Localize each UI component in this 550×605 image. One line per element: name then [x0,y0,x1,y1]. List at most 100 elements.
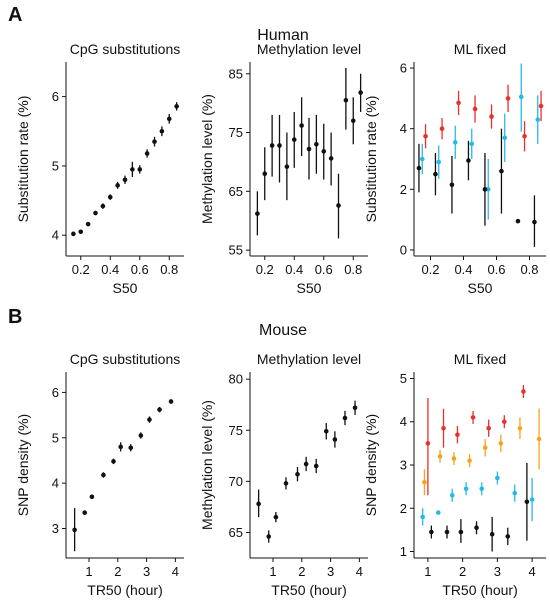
data-point-a3-s2 [499,168,504,174]
data-point-a2-s0 [255,211,260,216]
data-point-b3-s0 [502,419,507,425]
y-tick-label-b3: 3 [400,458,407,473]
x-tick-label-a3: 0.2 [421,262,439,277]
data-point-b2-s0 [332,437,338,442]
y-tick-label-b1: 5 [52,430,59,445]
data-point-b3-s3 [444,529,450,535]
data-point-b1-s0 [72,527,77,533]
data-point-a3-s1 [419,156,425,162]
data-point-b3-s3 [458,529,464,535]
data-point-b1-s0 [168,399,174,404]
data-point-b3-s3 [524,499,530,505]
data-point-b3-s2 [449,492,455,498]
data-point-a1-s0 [107,194,113,200]
data-point-b2-s0 [342,415,348,421]
data-point-a3-s0 [456,100,461,106]
data-point-b3-s2 [420,514,425,520]
data-point-a3-s2 [449,182,455,188]
x-tick-label-a2: 0.4 [285,262,303,277]
y-tick-label-b1: 3 [52,521,59,536]
y-tick-label-a1: 4 [52,228,59,243]
data-point-a3-s1 [436,159,442,165]
y-tick-label-b3: 4 [400,414,407,429]
y-axis-label-a1: Substitution rate (%) [15,96,31,223]
data-point-b3-s0 [441,425,446,431]
x-tick-label-b3: 3 [494,564,501,579]
data-point-a1-s0 [115,183,120,188]
data-point-a3-s2 [532,219,537,225]
data-point-b3-s0 [521,389,526,394]
data-point-a1-s0 [122,177,128,183]
data-point-b3-s3 [474,525,479,531]
y-tick-label-a2: 65 [229,184,243,199]
y-tick-label-a1: 6 [52,89,59,104]
y-tick-label-a3: 0 [400,242,407,257]
data-point-a2-s0 [358,90,363,95]
data-point-b3-s1 [482,445,488,450]
y-tick-label-b3: 5 [400,371,407,386]
data-point-b3-s1 [437,454,443,459]
data-point-b2-s0 [323,428,329,434]
data-point-b3-s1 [498,441,504,446]
data-point-b3-s1 [517,425,523,431]
data-point-b2-s0 [273,514,279,520]
data-point-a1-s0 [100,203,106,209]
y-tick-label-a1: 5 [52,158,59,173]
data-point-a2-s0 [262,171,268,176]
data-point-a3-s1 [452,140,458,145]
data-point-a1-s0 [137,167,143,172]
x-tick-label-a1: 0.6 [131,262,149,277]
y-tick-label-a3: 4 [400,121,407,136]
data-point-b3-s2 [495,475,500,481]
x-tick-label-a2: 0.2 [256,262,274,277]
data-point-a3-s0 [522,133,527,139]
y-axis-label-a3: Substitution rate (%) [363,96,379,223]
x-tick-label-b2: 4 [356,564,363,579]
data-point-a1-s0 [159,128,165,134]
x-tick-label-a3: 0.8 [520,262,538,277]
data-point-a2-s0 [291,137,297,142]
y-tick-label-a2: 75 [229,125,243,140]
data-point-b3-s0 [486,425,491,431]
data-point-b3-s1 [451,456,457,461]
plot-title-a2: Methylation level [257,41,361,57]
data-point-b1-s0 [147,417,152,422]
data-point-a3-s0 [439,126,445,131]
x-axis-label-b2: TR50 (hour) [271,582,346,598]
data-point-a1-s0 [78,229,84,235]
data-point-b1-s0 [118,444,123,450]
x-tick-label-a2: 0.8 [344,262,362,277]
data-point-a3-s0 [538,103,544,109]
x-axis-label-b1: TR50 (hour) [87,582,162,598]
x-tick-label-b1: 3 [143,564,150,579]
y-tick-label-a2: 55 [229,243,243,258]
y-tick-label-b2: 65 [229,525,243,540]
data-point-a2-s0 [343,97,349,103]
data-point-b2-s0 [303,461,309,467]
data-point-b1-s0 [89,494,95,500]
data-point-b3-s1 [536,436,542,442]
data-point-a1-s0 [166,116,172,122]
y-tick-label-b3: 2 [400,501,407,516]
data-point-b1-s0 [128,445,134,451]
data-point-b3-s2 [479,486,485,492]
data-point-a3-s0 [423,133,428,139]
x-tick-label-a1: 0.8 [160,262,178,277]
data-point-b3-s3 [505,534,511,539]
data-point-a3-s2 [466,158,471,163]
data-point-a1-s0 [152,139,157,144]
data-point-b2-s0 [313,463,319,469]
data-point-a3-s2 [433,171,438,177]
y-tick-label-a2: 85 [229,66,243,81]
data-point-b3-s2 [512,490,518,496]
data-point-b3-s1 [422,480,427,485]
data-point-a1-s0 [174,104,179,109]
x-tick-label-b1: 2 [114,564,121,579]
x-tick-label-b3: 4 [528,564,535,579]
data-point-a3-s0 [489,114,494,119]
x-tick-label-a3: 0.4 [454,262,472,277]
y-tick-label-b2: 70 [229,474,243,489]
data-point-a3-s1 [469,141,475,147]
data-point-a3-s1 [485,187,491,192]
